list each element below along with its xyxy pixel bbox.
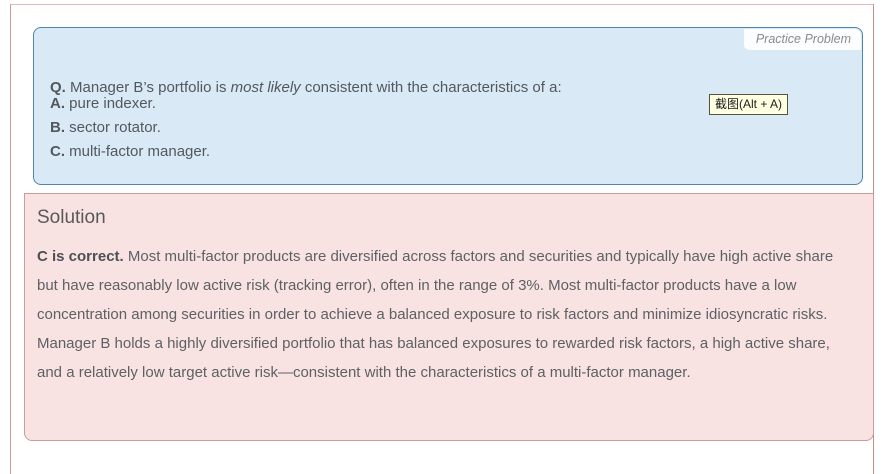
solution-body-text: Most multi-factor products are diversifi… — [37, 248, 834, 381]
solution-lead-answer: C is correct. — [37, 248, 124, 265]
solution-paragraph: C is correct. Most multi-factor products… — [37, 242, 853, 387]
solution-box: Solution C is correct. Most multi-factor… — [24, 193, 874, 441]
option-a: A. pure indexer. — [50, 92, 210, 116]
option-b-letter: B. — [50, 119, 65, 136]
answer-options: A. pure indexer. B. sector rotator. C. m… — [50, 92, 210, 164]
question-text-italic: most likely — [230, 79, 301, 96]
option-b: B. sector rotator. — [50, 116, 210, 140]
practice-problem-box: Practice Problem Q. Manager B’s portfoli… — [33, 27, 863, 185]
option-a-text: pure indexer. — [65, 95, 156, 112]
option-c-letter: C. — [50, 143, 65, 160]
option-c: C. multi-factor manager. — [50, 140, 210, 164]
question-text-before: Manager B’s portfolio is — [65, 79, 231, 96]
question-text-after: consistent with the characteristics of a… — [300, 79, 562, 96]
solution-heading: Solution — [37, 207, 106, 228]
question-prefix: Q. — [50, 79, 66, 96]
screenshot-shortcut-tooltip[interactable]: 截图(Alt + A) — [709, 94, 789, 115]
option-a-letter: A. — [50, 95, 65, 112]
practice-problem-label: Practice Problem — [743, 29, 861, 50]
option-b-text: sector rotator. — [65, 119, 161, 136]
question-line: Q. Manager B’s portfolio is most likely … — [50, 78, 562, 98]
option-c-text: multi-factor manager. — [65, 143, 211, 160]
